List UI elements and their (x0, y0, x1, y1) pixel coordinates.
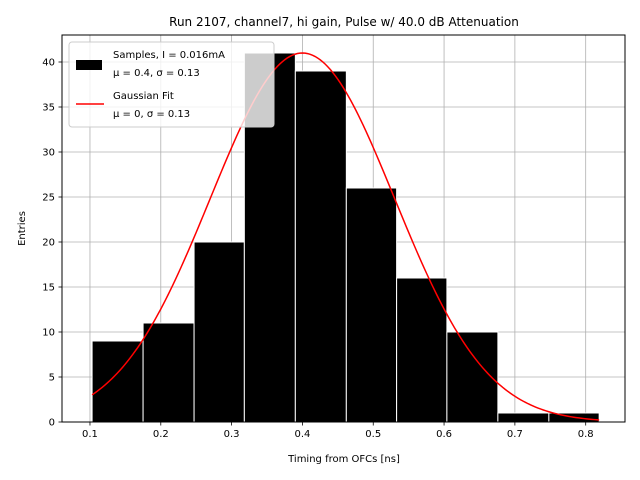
legend-samples-swatch (76, 60, 102, 70)
fit-curve-layer (91, 52, 600, 421)
histogram-bar (497, 412, 550, 423)
histogram-bar (193, 241, 245, 423)
histogram-bar (446, 331, 499, 423)
chart-title: Run 2107, channel7, hi gain, Pulse w/ 40… (169, 15, 519, 29)
y-tick-label: 25 (42, 193, 55, 204)
legend: Samples, I = 0.016mA μ = 0.4, σ = 0.13 G… (68, 41, 275, 128)
y-tick-label: 30 (42, 148, 55, 159)
legend-samples-stats: μ = 0.4, σ = 0.13 (113, 68, 200, 79)
y-axis-ticks: 0 5 10 15 20 25 30 35 40 (42, 58, 62, 429)
y-tick-label: 15 (42, 283, 55, 294)
y-tick-label: 35 (42, 103, 55, 114)
x-tick-label: 0.1 (82, 429, 98, 440)
x-tick-label: 0.6 (436, 429, 452, 440)
x-tick-label: 0.2 (153, 429, 169, 440)
histogram-bars (91, 52, 600, 423)
y-axis-label: Entries (17, 211, 28, 246)
histogram-bar (91, 340, 144, 423)
legend-samples-label: Samples, I = 0.016mA (113, 50, 225, 61)
y-tick-label: 5 (49, 373, 55, 384)
gaussian-fit-curve (91, 52, 600, 421)
y-tick-label: 20 (42, 238, 55, 249)
x-axis-label: Timing from OFCs [ns] (287, 454, 400, 465)
x-tick-label: 0.7 (507, 429, 523, 440)
histogram-bar (294, 70, 347, 423)
axes-frame (61, 34, 626, 423)
x-tick-label: 0.5 (365, 429, 381, 440)
x-tick-label: 0.4 (294, 429, 310, 440)
x-tick-label: 0.3 (224, 429, 240, 440)
y-tick-label: 10 (42, 328, 55, 339)
y-tick-label: 0 (49, 418, 55, 429)
x-axis-ticks: 0.1 0.2 0.3 0.4 0.5 0.6 0.7 0.8 (82, 422, 594, 440)
histogram-bar (345, 187, 398, 423)
legend-box (68, 41, 275, 128)
legend-fit-stats: μ = 0, σ = 0.13 (113, 109, 190, 120)
y-tick-label: 40 (42, 58, 55, 69)
x-tick-label: 0.8 (578, 429, 594, 440)
histogram-bar (142, 322, 195, 423)
legend-fit-label: Gaussian Fit (113, 91, 174, 102)
